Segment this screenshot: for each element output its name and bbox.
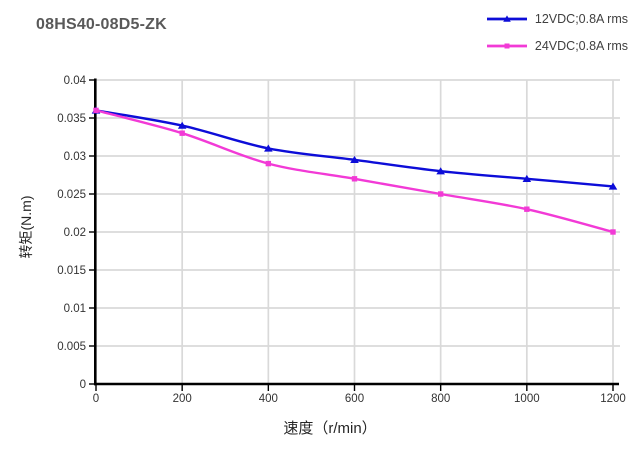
y-tick-label: 0.005 (57, 341, 86, 353)
legend: 12VDC;0.8A rms 24VDC;0.8A rms (486, 7, 628, 58)
series-marker-24vdc (437, 191, 444, 197)
series-marker-12vdc (522, 174, 532, 182)
x-axis-title: 速度（r/min） (283, 420, 377, 437)
series-marker-12vdc (350, 155, 359, 163)
y-tick-label: 0 (80, 379, 86, 391)
series-marker-24vdc (93, 107, 99, 114)
series-marker-12vdc (264, 144, 273, 152)
chart-title: 08HS40-08D5-ZK (36, 16, 167, 33)
triangle-icon (486, 15, 527, 22)
series-marker-24vdc (524, 206, 530, 212)
y-tick-label: 0.02 (64, 227, 86, 239)
series-marker-12vdc (608, 182, 618, 190)
series-marker-12vdc (177, 121, 187, 129)
legend-label: 12VDC;0.8A rms (534, 12, 628, 26)
series-marker-24vdc (351, 176, 358, 182)
legend-label: 24VDC;0.8A rms (534, 39, 628, 53)
x-tick-label: 400 (259, 393, 278, 405)
y-tick-label: 0.01 (64, 303, 86, 315)
y-tick-label: 0.03 (64, 151, 86, 163)
x-tick-label: 200 (173, 393, 192, 405)
y-tick-label: 0.04 (64, 75, 87, 87)
legend-item: 12VDC;0.8A rms (486, 7, 628, 31)
x-tick-label: 1000 (514, 393, 540, 405)
y-tick-label: 0.015 (57, 265, 86, 277)
series-marker-24vdc (179, 130, 185, 136)
x-tick-label: 800 (431, 393, 450, 405)
series-marker-12vdc (436, 167, 445, 175)
series-marker-24vdc (610, 229, 616, 235)
y-tick-label: 0.025 (57, 189, 86, 201)
series-marker-24vdc (265, 160, 272, 167)
x-tick-label: 0 (93, 393, 99, 405)
legend-item: 24VDC;0.8A rms (486, 34, 628, 58)
x-tick-label: 1200 (600, 393, 626, 405)
y-tick-label: 0.035 (57, 113, 86, 125)
square-icon (486, 43, 527, 49)
x-tick-label: 600 (345, 393, 364, 405)
y-axis-title: 转矩(N.m) (18, 195, 34, 259)
